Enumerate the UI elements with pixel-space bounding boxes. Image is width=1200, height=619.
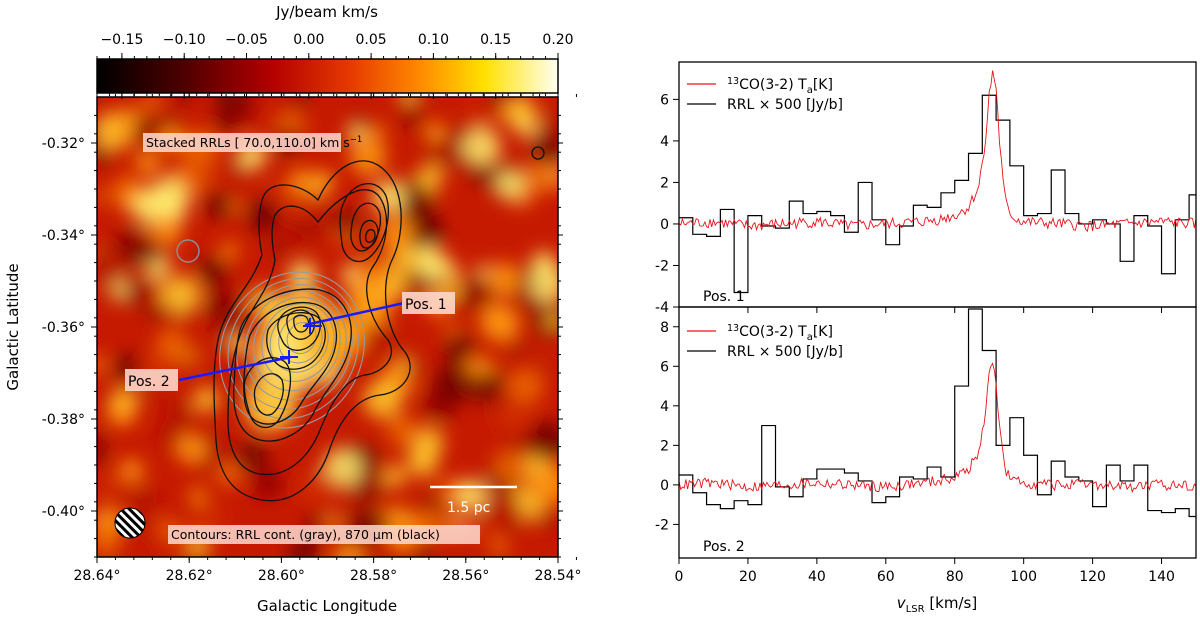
map-x-tick-label: 28.54° [534, 568, 581, 584]
y-tick-label: -2 [655, 258, 669, 274]
co-line-series [679, 362, 1196, 494]
legend-co-label: 13CO(3-2) Ta[K] [727, 323, 833, 343]
map-y-tick-labels: -0.32° -0.34° -0.36° -0.38° -0.40° [42, 136, 85, 520]
title-box-bg [143, 133, 341, 152]
submm-870um-contours [213, 146, 545, 502]
x-tick-label: 100 [1010, 569, 1037, 585]
map-x-tick-labels: 28.64° 28.62° 28.60° 28.58° 28.56° 28.54° [73, 568, 581, 584]
spectrum-panel-pos-2: -2 0 2 4 6 8 0 20 40 60 80 100 120 140 Pos. 2 13CO(3… [655, 306, 1197, 615]
colorbar-tick-label: −0.10 [163, 32, 206, 48]
map-x-tick-label: 28.60° [258, 568, 305, 584]
y-tick-label: 2 [660, 175, 669, 191]
y-tick-label: -4 [655, 300, 669, 316]
co-line-series [679, 70, 1196, 233]
spectrum-panel-pos-1: -4 -2 0 2 4 6 Pos. 1 13CO(3-2) Ta[K] RRL × 50… [655, 61, 1197, 316]
pos-2-line [178, 355, 292, 382]
map-y-tick-label: -0.34° [42, 228, 85, 244]
contour-label-bg [168, 525, 480, 544]
x-tick-label: 20 [739, 569, 757, 585]
panel-2-x-tick-labels: 0 20 40 60 80 100 120 140 [675, 569, 1175, 585]
panel-2-y-tick-labels: -2 0 2 4 6 8 [655, 320, 669, 534]
pos-1-line [304, 301, 405, 327]
y-tick-label: 4 [660, 134, 669, 150]
panel-1-ticks [673, 98, 1163, 313]
colorbar-ticks [96, 53, 559, 99]
legend-rrl-label: RRL × 500 [Jy/b] [727, 97, 843, 113]
colorbar-tick-label: 0.15 [480, 32, 511, 48]
contour-label: Contours: RRL cont. (gray), 870 μm (blac… [171, 527, 440, 542]
colorbar-label: Jy/beam km/s [275, 3, 378, 21]
legend-rrl-label: RRL × 500 [Jy/b] [727, 344, 843, 360]
x-tick-label: 120 [1079, 569, 1106, 585]
y-tick-label: 0 [660, 478, 669, 494]
y-tick-label: 0 [660, 217, 669, 233]
colorbar-gradient [96, 58, 559, 94]
y-tick-label: 6 [660, 359, 669, 375]
map-x-tick-label: 28.56° [442, 568, 489, 584]
panel-2-ticks [673, 326, 1163, 564]
y-tick-label: 8 [660, 320, 669, 336]
map-image [97, 97, 558, 557]
pos-1-errorbar [303, 318, 322, 334]
x-tick-label: 0 [675, 569, 684, 585]
y-tick-label: 4 [660, 399, 669, 415]
colorbar-tick-label: 0.05 [356, 32, 387, 48]
panel-2-frame [678, 306, 1197, 559]
title-box-text: Stacked RRLs [ 70.0,110.0] km s−1 [146, 135, 362, 150]
pos-2-errorbar [280, 350, 298, 364]
colorbar: −0.15 −0.10 −0.05 0.00 0.05 0.10 0.15 0.20 Jy/b… [96, 3, 574, 99]
position-markers: Pos. 1 Pos. 2 [125, 292, 455, 391]
map-y-tick-label: -0.36° [42, 320, 85, 336]
legend-co-label: 13CO(3-2) Ta[K] [727, 76, 833, 96]
map-panel: Stacked RRLs [ 70.0,110.0] km s−1 Contou… [4, 92, 582, 615]
colorbar-tick-label: 0.20 [542, 32, 573, 48]
x-tick-label: 140 [1148, 569, 1175, 585]
panel-2-legend: 13CO(3-2) Ta[K] RRL × 500 [Jy/b] [687, 323, 843, 360]
gray-circle-marker [176, 239, 200, 263]
map-x-tick-label: 28.62° [166, 568, 213, 584]
colorbar-tick-labels: −0.15 −0.10 −0.05 0.00 0.05 0.10 0.15 0.20 [100, 32, 573, 48]
colorbar-tick-label: −0.15 [100, 32, 143, 48]
map-y-tick-label: -0.40° [42, 504, 85, 520]
spectrum-x-axis-label: vLSR [km/s] [897, 594, 977, 615]
pos-2-label-bg [125, 369, 178, 391]
x-tick-label: 40 [808, 569, 826, 585]
scale-bar-label: 1.5 pc [447, 500, 490, 516]
beam-ellipse [114, 507, 146, 539]
colorbar-tick-label: −0.05 [225, 32, 268, 48]
panel-1-y-tick-labels: -4 -2 0 2 4 6 [655, 92, 669, 316]
panel-2-corner-label: Pos. 2 [703, 539, 745, 555]
map-ticks [91, 92, 577, 563]
colorbar-tick-label: 0.10 [418, 32, 449, 48]
y-tick-label: 6 [660, 92, 669, 108]
y-tick-label: -2 [655, 517, 669, 533]
map-x-axis-label: Galactic Longitude [257, 597, 397, 615]
x-tick-label: 80 [946, 569, 964, 585]
y-tick-label: 2 [660, 438, 669, 454]
panel-1-corner-label: Pos. 1 [703, 289, 745, 305]
pos-1-label: Pos. 1 [405, 297, 447, 313]
rrl-step-series [679, 94, 1196, 294]
map-y-tick-label: -0.32° [42, 136, 85, 152]
pos-2-label: Pos. 2 [128, 374, 170, 390]
rrl-step-series [679, 308, 1196, 518]
map-x-tick-label: 28.64° [73, 568, 120, 584]
pos-1-label-bg [402, 292, 455, 314]
map-x-tick-label: 28.58° [350, 568, 397, 584]
panel-1-legend: 13CO(3-2) Ta[K] RRL × 500 [Jy/b] [687, 76, 843, 113]
colorbar-tick-label: 0.00 [293, 32, 324, 48]
x-tick-label: 60 [877, 569, 895, 585]
map-y-tick-label: -0.38° [42, 412, 85, 428]
map-y-axis-label: Galactic Latitude [4, 263, 22, 390]
